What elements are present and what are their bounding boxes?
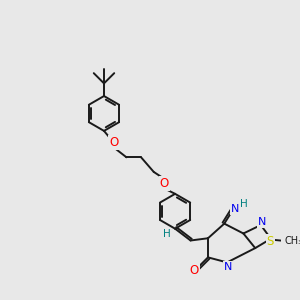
Text: N: N <box>231 204 240 214</box>
Text: N: N <box>224 262 233 272</box>
Text: O: O <box>160 177 169 190</box>
Text: CH₃: CH₃ <box>285 236 300 246</box>
Text: N: N <box>258 217 266 227</box>
Text: O: O <box>190 264 199 278</box>
Text: O: O <box>109 136 119 149</box>
Text: S: S <box>267 235 274 248</box>
Text: H: H <box>164 229 171 239</box>
Text: H: H <box>239 199 247 209</box>
